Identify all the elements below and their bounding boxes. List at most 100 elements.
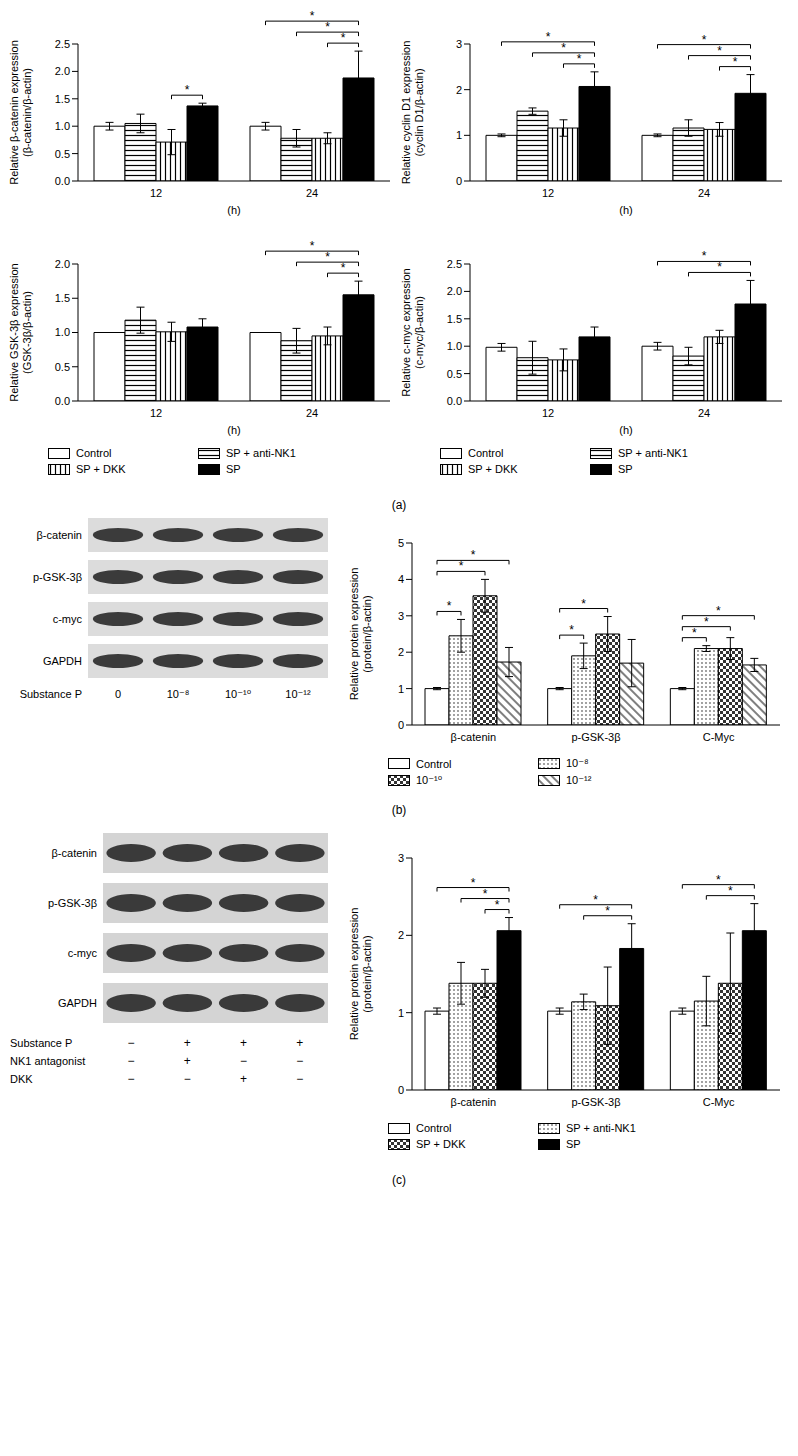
svg-text:10⁻¹⁰: 10⁻¹⁰ bbox=[225, 688, 252, 700]
svg-text:10⁻⁸: 10⁻⁸ bbox=[167, 688, 190, 700]
svg-text:Relative protein expression: Relative protein expression bbox=[348, 568, 360, 701]
svg-text:(h): (h) bbox=[227, 424, 240, 436]
svg-text:(h): (h) bbox=[227, 204, 240, 216]
svg-text:+: + bbox=[240, 1036, 247, 1050]
svg-text:1.5: 1.5 bbox=[55, 93, 70, 105]
svg-text:3: 3 bbox=[456, 38, 462, 50]
svg-text:12: 12 bbox=[150, 407, 162, 419]
svg-text:Relative c-myc expression: Relative c-myc expression bbox=[400, 268, 412, 396]
svg-text:*: * bbox=[577, 52, 582, 66]
svg-text:2: 2 bbox=[398, 929, 404, 941]
svg-text:*: * bbox=[581, 597, 586, 611]
svg-text:Relative protein expression: Relative protein expression bbox=[348, 908, 360, 1041]
svg-text:*: * bbox=[341, 31, 346, 45]
svg-text:Substance P: Substance P bbox=[20, 688, 82, 700]
svg-text:p-GSK-3β: p-GSK-3β bbox=[33, 571, 82, 583]
svg-text:*: * bbox=[325, 250, 330, 264]
svg-text:*: * bbox=[185, 83, 190, 97]
svg-text:β-catenin: β-catenin bbox=[37, 529, 82, 541]
svg-text:C-Myc: C-Myc bbox=[703, 1096, 735, 1108]
svg-text:0.5: 0.5 bbox=[447, 368, 462, 380]
svg-text:2: 2 bbox=[398, 646, 404, 658]
svg-text:*: * bbox=[325, 20, 330, 34]
svg-text:24: 24 bbox=[306, 407, 318, 419]
svg-text:0: 0 bbox=[456, 175, 462, 187]
svg-text:NK1 antagonist: NK1 antagonist bbox=[10, 1055, 85, 1067]
svg-text:C-Myc: C-Myc bbox=[703, 731, 735, 743]
svg-text:+: + bbox=[240, 1072, 247, 1086]
svg-text:12: 12 bbox=[150, 187, 162, 199]
svg-text:−: − bbox=[184, 1072, 191, 1086]
svg-text:Substance P: Substance P bbox=[10, 1037, 72, 1049]
svg-text:0.0: 0.0 bbox=[447, 395, 462, 407]
svg-text:1.5: 1.5 bbox=[447, 313, 462, 325]
svg-text:(c-myc/β-actin): (c-myc/β-actin) bbox=[413, 296, 425, 369]
svg-text:1.0: 1.0 bbox=[55, 120, 70, 132]
svg-text:*: * bbox=[495, 898, 500, 912]
svg-text:+: + bbox=[296, 1036, 303, 1050]
svg-text:24: 24 bbox=[698, 407, 710, 419]
svg-text:GAPDH: GAPDH bbox=[58, 997, 97, 1009]
svg-text:*: * bbox=[310, 9, 315, 23]
svg-text:5: 5 bbox=[398, 537, 404, 549]
svg-text:*: * bbox=[561, 41, 566, 55]
svg-text:β-catenin: β-catenin bbox=[52, 847, 97, 859]
svg-text:p-GSK-3β: p-GSK-3β bbox=[571, 1096, 620, 1108]
svg-text:*: * bbox=[716, 604, 721, 618]
svg-text:GAPDH: GAPDH bbox=[43, 655, 82, 667]
svg-text:2.0: 2.0 bbox=[55, 65, 70, 77]
svg-text:*: * bbox=[546, 30, 551, 44]
svg-text:−: − bbox=[128, 1054, 135, 1068]
svg-text:4: 4 bbox=[398, 573, 404, 585]
svg-text:24: 24 bbox=[306, 187, 318, 199]
svg-text:β-catenin: β-catenin bbox=[451, 1096, 496, 1108]
svg-text:*: * bbox=[471, 548, 476, 562]
svg-text:2.5: 2.5 bbox=[55, 38, 70, 50]
svg-text:*: * bbox=[702, 33, 707, 47]
svg-text:*: * bbox=[471, 876, 476, 890]
svg-text:*: * bbox=[605, 904, 610, 918]
svg-text:*: * bbox=[733, 55, 738, 69]
svg-text:(h): (h) bbox=[619, 204, 632, 216]
svg-text:3: 3 bbox=[398, 852, 404, 864]
svg-text:−: − bbox=[240, 1054, 247, 1068]
svg-text:1.0: 1.0 bbox=[55, 326, 70, 338]
svg-text:(cyclin D1/β-actin): (cyclin D1/β-actin) bbox=[413, 68, 425, 156]
svg-text:(GSK-3β/β-actin): (GSK-3β/β-actin) bbox=[21, 291, 33, 374]
svg-text:β-catenin: β-catenin bbox=[451, 731, 496, 743]
svg-text:+: + bbox=[184, 1036, 191, 1050]
svg-text:2: 2 bbox=[456, 84, 462, 96]
svg-text:0: 0 bbox=[398, 719, 404, 731]
svg-text:p-GSK-3β: p-GSK-3β bbox=[571, 731, 620, 743]
svg-text:1: 1 bbox=[456, 129, 462, 141]
svg-text:0.0: 0.0 bbox=[55, 395, 70, 407]
svg-text:+: + bbox=[184, 1054, 191, 1068]
svg-text:(β-catenin/β-actin): (β-catenin/β-actin) bbox=[21, 68, 33, 157]
svg-text:DKK: DKK bbox=[10, 1073, 33, 1085]
svg-text:*: * bbox=[569, 623, 574, 637]
svg-text:0.0: 0.0 bbox=[55, 175, 70, 187]
svg-text:*: * bbox=[692, 626, 697, 640]
svg-text:−: − bbox=[296, 1072, 303, 1086]
svg-text:*: * bbox=[483, 887, 488, 901]
svg-text:−: − bbox=[128, 1072, 135, 1086]
svg-text:*: * bbox=[717, 44, 722, 58]
svg-text:Relative cyclin D1 expression: Relative cyclin D1 expression bbox=[400, 41, 412, 185]
svg-text:3: 3 bbox=[398, 610, 404, 622]
svg-text:*: * bbox=[447, 599, 452, 613]
svg-text:c-myc: c-myc bbox=[68, 947, 98, 959]
svg-text:*: * bbox=[459, 559, 464, 573]
svg-text:1.0: 1.0 bbox=[447, 340, 462, 352]
svg-text:12: 12 bbox=[542, 187, 554, 199]
svg-text:2.0: 2.0 bbox=[55, 258, 70, 270]
svg-text:Relative β-catenin expression: Relative β-catenin expression bbox=[8, 40, 20, 185]
svg-text:*: * bbox=[717, 260, 722, 274]
svg-text:*: * bbox=[728, 884, 733, 898]
svg-text:*: * bbox=[716, 873, 721, 887]
svg-text:*: * bbox=[702, 249, 707, 263]
svg-text:*: * bbox=[704, 615, 709, 629]
svg-text:0.5: 0.5 bbox=[55, 361, 70, 373]
svg-text:−: − bbox=[128, 1036, 135, 1050]
svg-text:0: 0 bbox=[398, 1084, 404, 1096]
svg-text:0.5: 0.5 bbox=[55, 148, 70, 160]
